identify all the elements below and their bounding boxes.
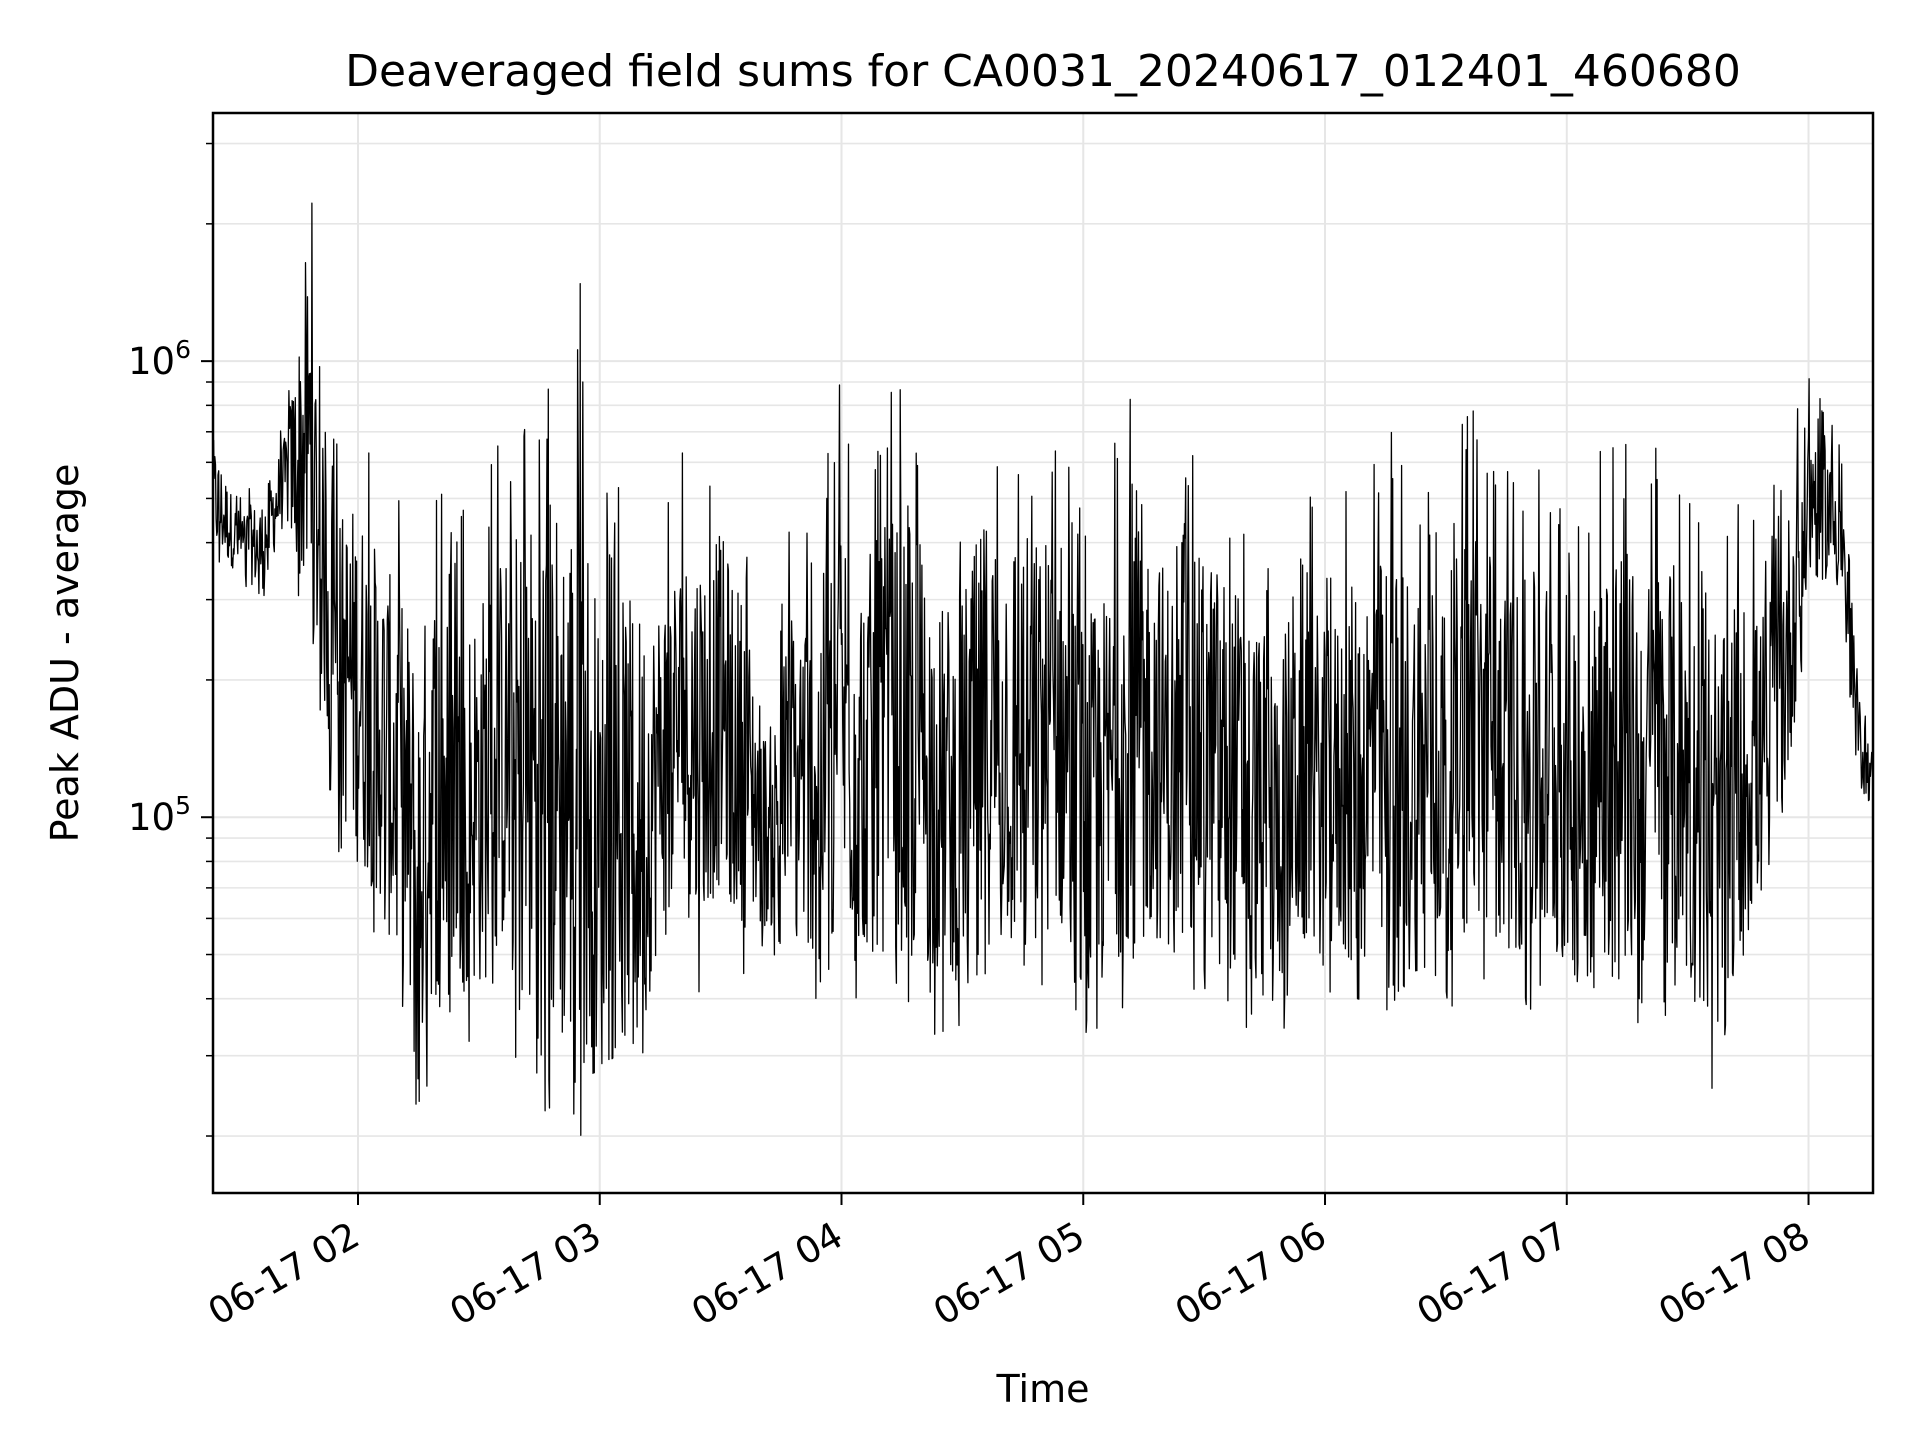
x-axis-label: Time: [996, 1367, 1090, 1411]
y-axis: 105 106: [128, 142, 213, 1137]
x-tick-label: 06-17 05: [926, 1214, 1092, 1334]
x-tick-label: 06-17 04: [684, 1214, 850, 1334]
y-tick-label: 106: [128, 335, 191, 383]
chart-title: Deaveraged field sums for CA0031_2024061…: [345, 46, 1741, 97]
y-axis-label: Peak ADU - average: [43, 464, 87, 843]
x-axis: 06-17 02 06-17 03 06-17 04 06-17 05 06-17 06…: [201, 1193, 1817, 1334]
series-path: [212, 202, 1874, 1136]
x-tick-label: 06-17 02: [201, 1214, 367, 1334]
x-tick-label: 06-17 08: [1651, 1214, 1817, 1334]
plot-frame: [211, 111, 1875, 1195]
x-tick-label: 06-17 07: [1410, 1214, 1576, 1334]
x-tick-label: 06-17 03: [443, 1214, 609, 1334]
x-tick-label: 06-17 06: [1168, 1214, 1334, 1334]
series-line: [212, 202, 1874, 1136]
y-tick-label: 105: [128, 791, 191, 839]
